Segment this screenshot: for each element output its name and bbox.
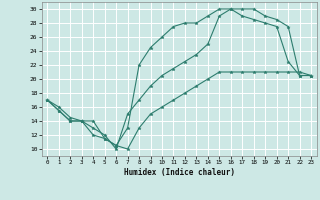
X-axis label: Humidex (Indice chaleur): Humidex (Indice chaleur) — [124, 168, 235, 177]
